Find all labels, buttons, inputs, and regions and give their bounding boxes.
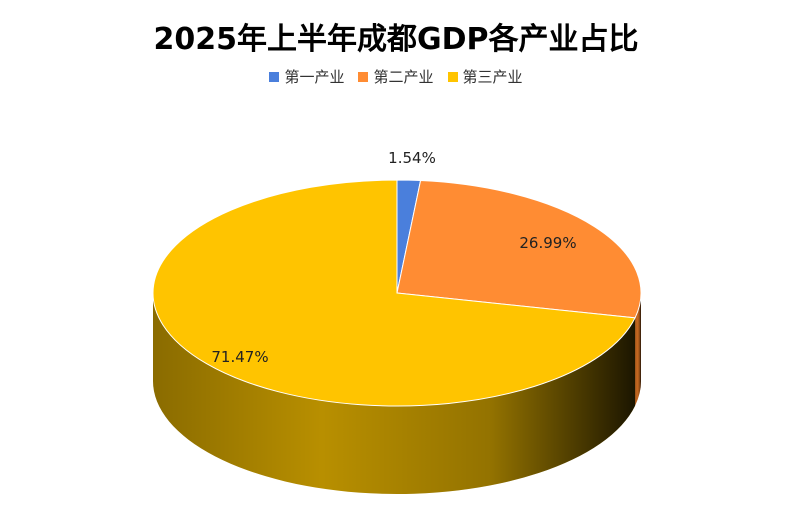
pie-side-shade-secondary xyxy=(635,293,641,406)
legend-label-secondary: 第二产业 xyxy=(373,68,434,86)
data-label-primary: 1.54% xyxy=(388,149,436,167)
legend-item-primary: 第一产业 xyxy=(269,66,344,87)
legend-swatch-secondary xyxy=(358,71,369,82)
data-label-tertiary: 71.47% xyxy=(211,348,268,366)
pie-slice-tertiary xyxy=(152,179,636,407)
pie-tops xyxy=(152,179,642,407)
pie-side-shade-tertiary xyxy=(153,293,636,494)
legend-swatch-primary xyxy=(269,71,280,82)
pie-labels: 1.54% 26.99% 71.47% xyxy=(211,149,576,366)
legend: 第一产业 第二产业 第三产业 xyxy=(0,66,792,87)
legend-label-primary: 第一产业 xyxy=(284,68,345,86)
legend-item-tertiary: 第三产业 xyxy=(447,66,523,87)
legend-item-secondary: 第二产业 xyxy=(358,66,434,87)
pie-slice-secondary xyxy=(396,180,642,319)
data-label-secondary: 26.99% xyxy=(519,234,576,252)
pie-sides xyxy=(153,293,641,494)
chart-title: 2025年上半年成都GDP各产业占比 xyxy=(153,22,639,57)
legend-swatch-tertiary xyxy=(447,71,458,82)
legend-label-tertiary: 第三产业 xyxy=(462,68,523,86)
